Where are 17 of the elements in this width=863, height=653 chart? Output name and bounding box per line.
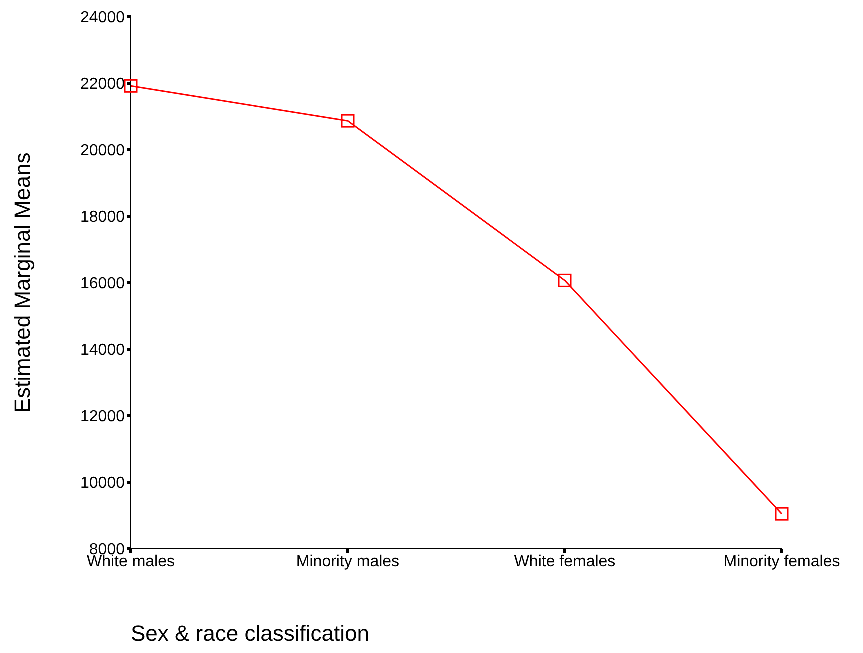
y-tick-label: 14000 (80, 342, 126, 360)
y-tick-label: 22000 (80, 76, 126, 94)
y-tick-label: 10000 (80, 475, 126, 492)
point (775, 507, 789, 521)
y-axis-title: Estimated Marginal Means (10, 152, 35, 414)
point (341, 114, 355, 128)
point (558, 274, 572, 288)
x-tick-label: Minority females (724, 553, 840, 570)
x-tick-label: White females (514, 553, 616, 570)
y-tick-label: 16000 (80, 276, 126, 293)
y-tick-label: 24000 (80, 10, 126, 27)
y-tick-label: 20000 (80, 142, 126, 160)
y-tick-label: 12000 (80, 408, 126, 426)
y-tick-label: 18000 (80, 209, 126, 226)
point (124, 79, 138, 93)
x-axis-title: Sex & race classification (131, 621, 370, 646)
x-tick-label: Minority males (296, 553, 400, 570)
